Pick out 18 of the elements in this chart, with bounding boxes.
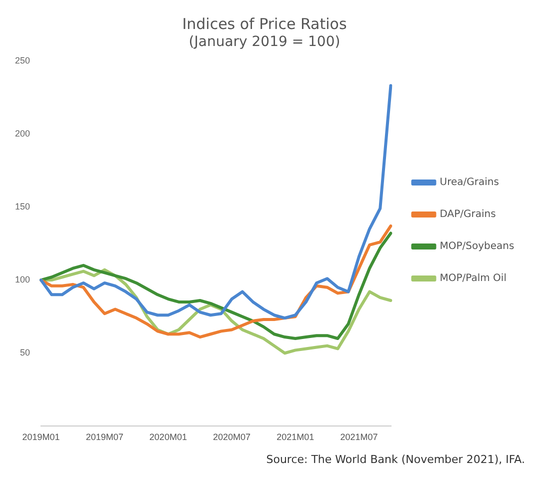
x-tick-label: 2021M01 [276,432,314,442]
legend-label: MOP/Soybeans [440,241,514,252]
legend-label: Urea/Grains [440,177,499,188]
x-tick-label: 2019M01 [22,432,60,442]
x-tick-label: 2021M07 [340,432,378,442]
legend-label: MOP/Palm Oil [440,273,506,284]
y-tick-label: 100 [14,274,30,285]
x-tick-label: 2020M07 [213,432,251,442]
chart-title: Indices of Price Ratios [182,14,347,33]
source-note: Source: The World Bank (November 2021), IFA. [265,453,526,466]
chart-subtitle: (January 2019 = 100) [188,34,340,50]
legend-label: DAP/Grains [440,209,496,220]
x-tick-label: 2019M07 [86,432,124,442]
y-tick-label: 150 [14,201,30,212]
y-tick-label: 200 [14,128,30,138]
y-tick-label: 50 [20,348,30,358]
x-tick-label: 2020M01 [149,432,187,442]
y-tick-label: 250 [14,55,30,66]
